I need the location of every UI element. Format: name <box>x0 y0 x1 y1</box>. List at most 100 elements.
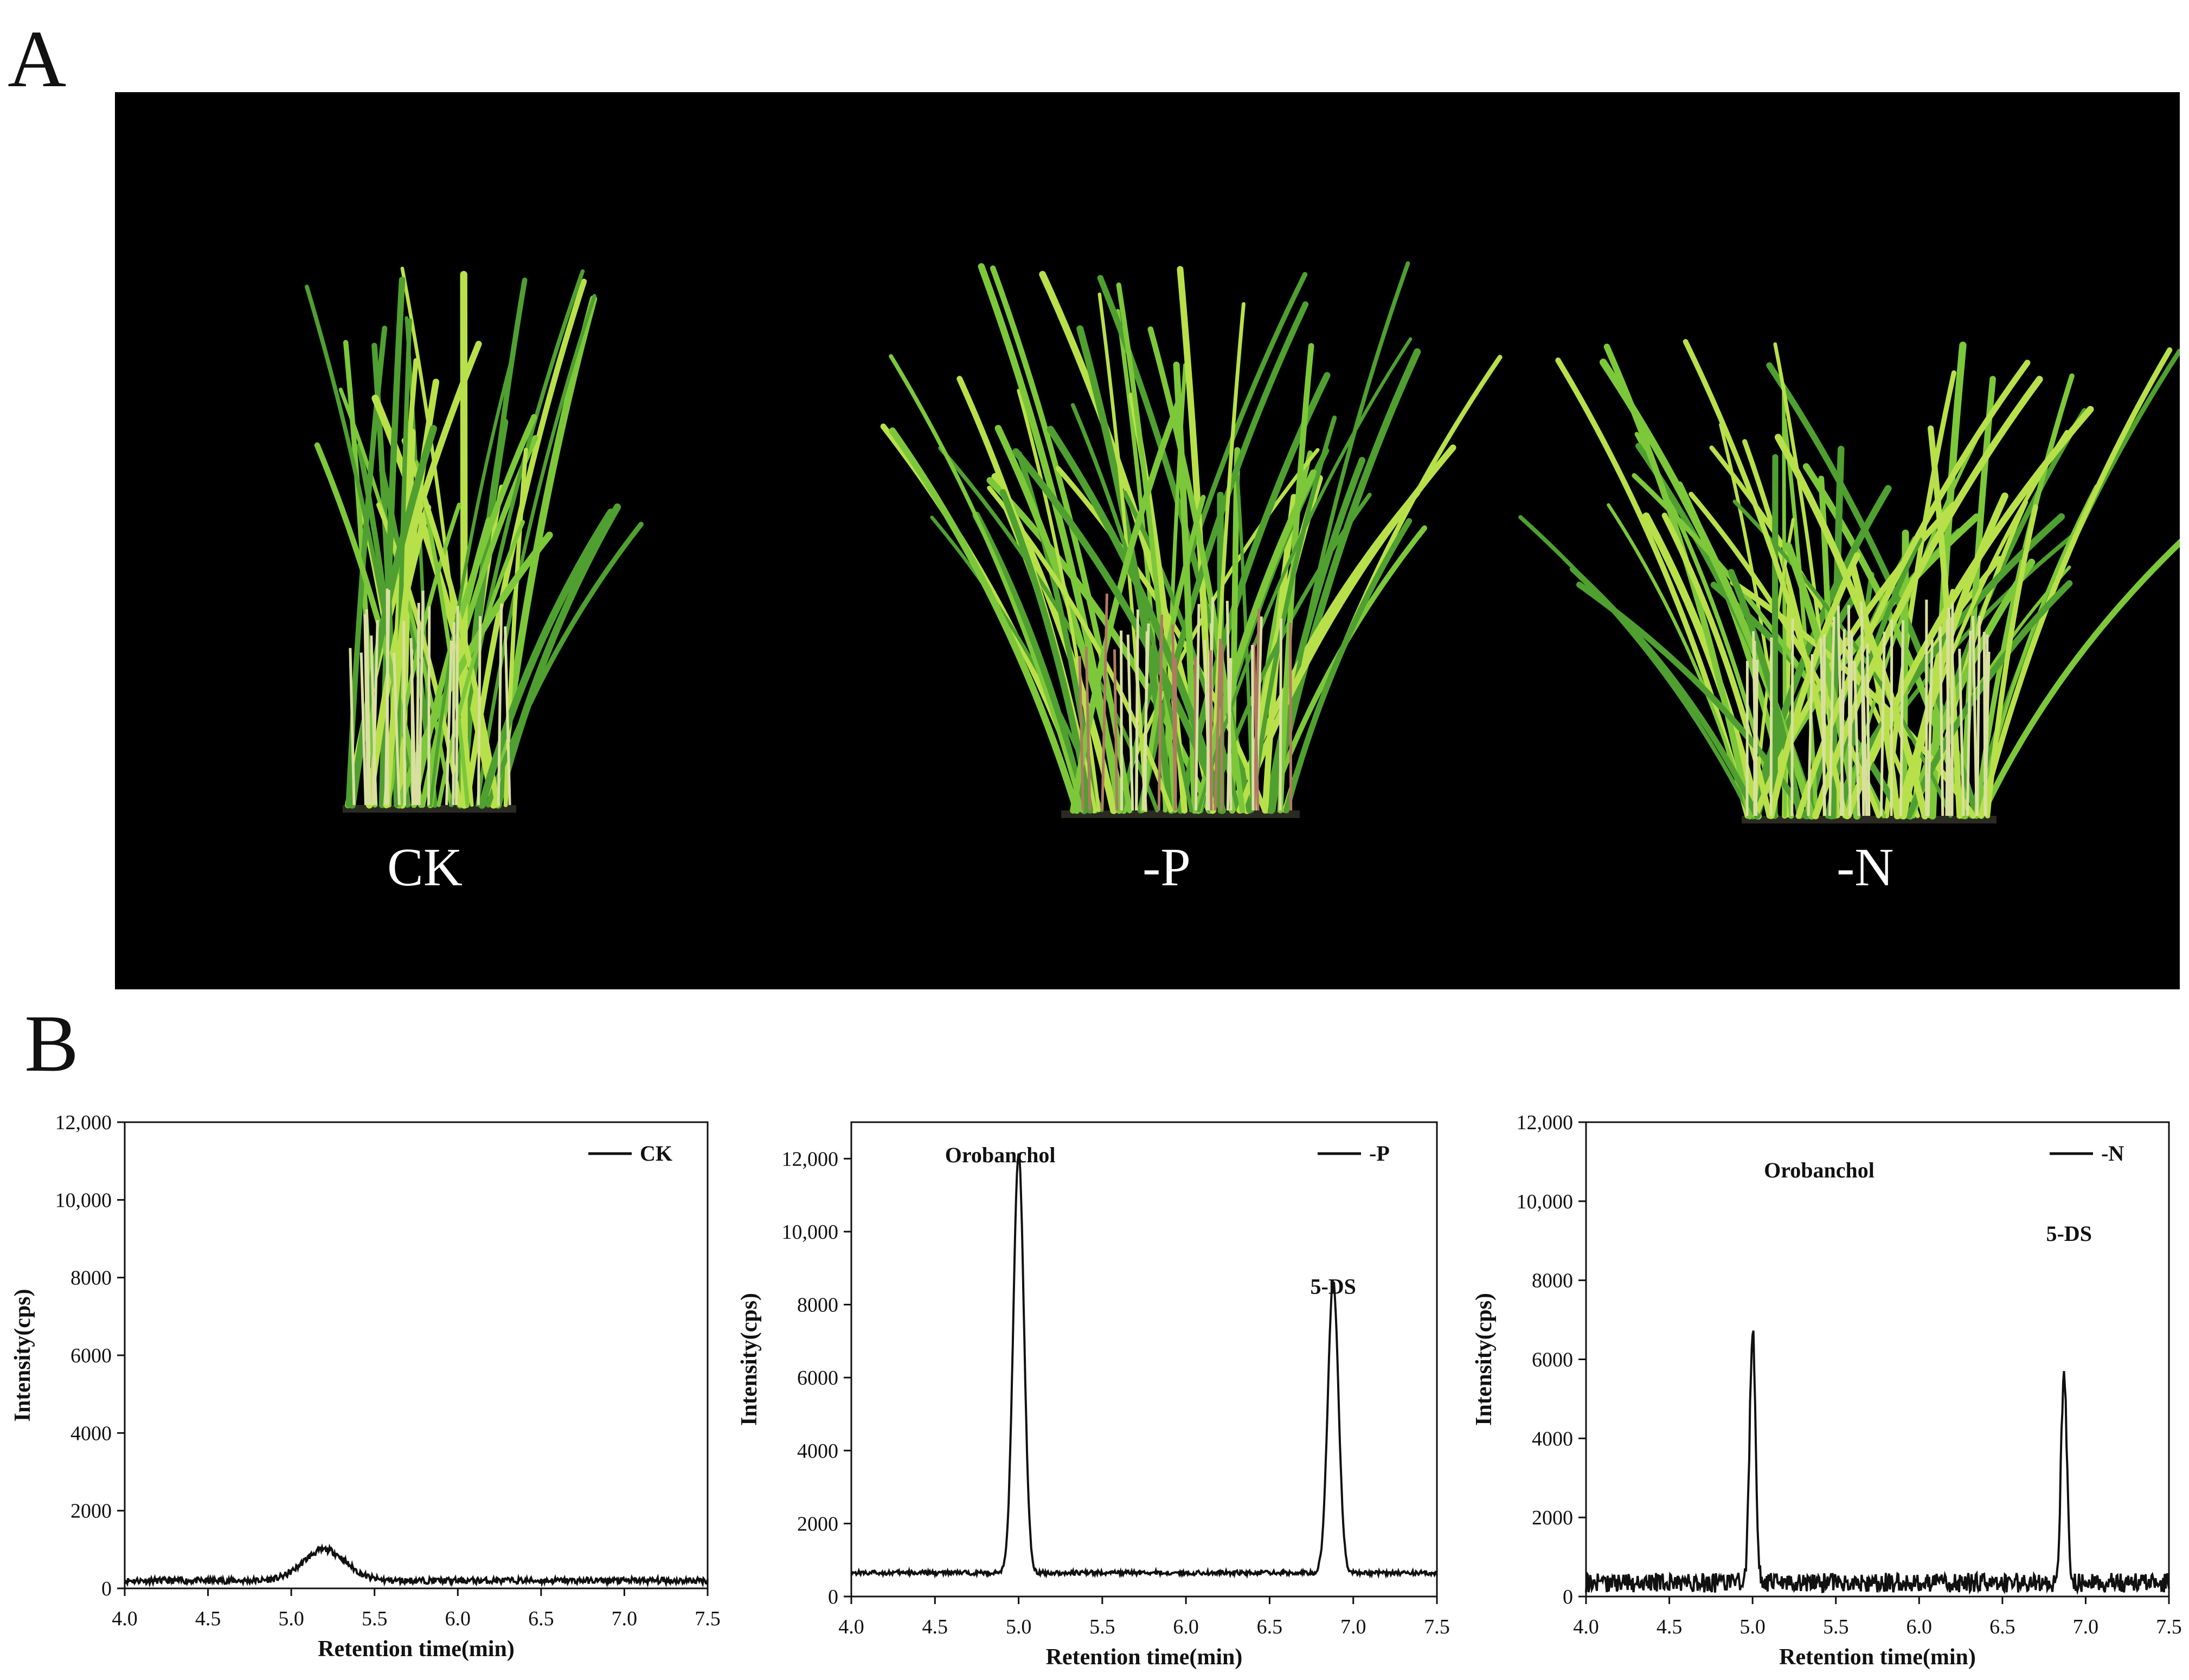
rice-stem <box>1819 638 1827 816</box>
rice-stem <box>409 638 417 806</box>
rice-leaf <box>1283 518 1413 814</box>
x-tick-label: 7.5 <box>1424 1615 1450 1638</box>
photo-label-ck: CK <box>387 837 463 897</box>
rice-stem <box>370 635 377 806</box>
legend-label: CK <box>640 1141 672 1166</box>
y-axis-label: Intensity(cps) <box>737 1293 762 1426</box>
rice-stem <box>1828 616 1835 816</box>
rice-stem <box>415 603 420 806</box>
y-tick-label: 0 <box>101 1578 112 1600</box>
rice-leaf <box>1844 405 2094 820</box>
chart-0: 4.0 4.5 5.0 5.5 6.0 6.5 7.0 7.5 0 2000 4000 6000 800… <box>10 1111 721 1662</box>
y-tick-label: 0 <box>1563 1586 1573 1608</box>
x-tick-label: 4.0 <box>838 1615 864 1638</box>
rice-stem <box>349 648 356 806</box>
y-tick-label: 4000 <box>70 1422 112 1445</box>
y-tick-label: 8000 <box>797 1294 838 1317</box>
rice-stem <box>1084 646 1092 811</box>
rice-leaf <box>1661 512 1773 819</box>
rice-stem <box>392 653 401 806</box>
plot-frame <box>124 1121 709 1589</box>
y-tick-label: 6000 <box>1532 1349 1573 1372</box>
rice-stem <box>402 621 406 806</box>
rice-stem <box>363 614 370 806</box>
rice-stem <box>1135 609 1139 811</box>
y-tick-label: 0 <box>828 1586 838 1608</box>
rice-stem <box>1853 661 1860 816</box>
rice-leaf <box>1518 515 1753 818</box>
rice-seedlings-photo: CK -P -N <box>115 92 2180 989</box>
x-tick-label: 7.5 <box>2156 1615 2182 1638</box>
y-tick-label: 12,000 <box>55 1111 112 1134</box>
peak-annotation: 5-DS <box>2046 1221 2091 1246</box>
plot-frame <box>1585 1121 2170 1598</box>
x-tick-label: 5.5 <box>1823 1615 1849 1638</box>
rice-stem <box>1101 594 1108 811</box>
rice-leaf <box>1975 484 2098 818</box>
rice-leaf <box>1960 376 1996 819</box>
rice-stem <box>497 603 503 806</box>
rice-leaf <box>1978 538 2180 819</box>
rice-stem <box>384 590 390 806</box>
legend-label: -N <box>2101 1141 2124 1166</box>
y-tick-label: 6000 <box>797 1367 838 1389</box>
panel-a-letter: A <box>8 14 67 104</box>
x-tick-label: 7.5 <box>695 1607 721 1630</box>
rice-leaf <box>420 435 538 808</box>
rice-stem <box>1225 601 1232 811</box>
rice-stem <box>504 626 511 806</box>
y-axis-label: Intensity(cps) <box>10 1289 35 1421</box>
rice-stem <box>1126 634 1134 811</box>
rice-stem <box>477 616 482 806</box>
rice-stem <box>1966 630 1972 816</box>
rice-leaf <box>1147 326 1246 814</box>
rice-stem <box>1984 634 1989 816</box>
x-tick-label: 5.0 <box>1739 1615 1766 1638</box>
rice-leaf <box>1849 563 1901 820</box>
x-tick-label: 5.5 <box>1089 1615 1115 1638</box>
x-tick-label: 7.0 <box>2073 1615 2099 1638</box>
series-line <box>124 1543 709 1588</box>
peak-annotation: 5-DS <box>1310 1274 1356 1298</box>
x-tick-label: 4.0 <box>1573 1615 1599 1638</box>
rice-leaf <box>476 294 596 807</box>
plant-group-2 <box>1518 339 2180 823</box>
x-tick-label: 6.0 <box>445 1607 471 1630</box>
rice-stem <box>1157 614 1164 811</box>
rice-stem <box>1972 616 1978 816</box>
rice-stem <box>360 652 367 806</box>
panel-b-letter: B <box>24 999 79 1089</box>
rice-leaf <box>494 503 621 809</box>
x-tick-label: 4.5 <box>922 1615 948 1638</box>
rice-stem <box>1975 616 1981 816</box>
rice-stem <box>1279 618 1282 811</box>
y-tick-label: 2000 <box>797 1512 838 1535</box>
rice-leaf <box>1236 444 1456 814</box>
rice-leaf <box>1906 558 2036 820</box>
rice-stem <box>1807 654 1814 816</box>
rice-leaf <box>428 362 512 807</box>
x-tick-label: 4.5 <box>1657 1615 1683 1638</box>
y-tick-label: 8000 <box>1532 1270 1573 1292</box>
chart-2: 4.0 4.5 5.0 5.5 6.0 6.5 7.0 7.5 0 2000 4000 6000 800… <box>1472 1111 2182 1670</box>
x-tick-label: 5.5 <box>362 1607 388 1630</box>
y-tick-label: 12,000 <box>1517 1111 1574 1134</box>
rice-leaf <box>1978 347 2173 819</box>
rice-leaf <box>314 442 424 808</box>
rice-leaf <box>1012 448 1225 814</box>
rice-stem <box>1938 626 1944 816</box>
photo-label-minus-n: -N <box>1837 837 1894 897</box>
y-tick-label: 10,000 <box>55 1189 112 1212</box>
rice-stem <box>1879 632 1886 816</box>
rice-stem <box>1848 631 1853 816</box>
x-tick-label: 5.0 <box>1006 1615 1032 1638</box>
plant-group-0 <box>305 266 644 813</box>
y-tick-label: 6000 <box>70 1344 112 1367</box>
rice-stem <box>1839 629 1846 816</box>
rice-stem <box>1790 619 1794 816</box>
photo-label-minus-p: -P <box>1142 837 1191 897</box>
rice-leaf <box>1249 415 1337 813</box>
rice-leaf <box>1742 439 1840 819</box>
x-tick-label: 6.0 <box>1906 1615 1933 1638</box>
